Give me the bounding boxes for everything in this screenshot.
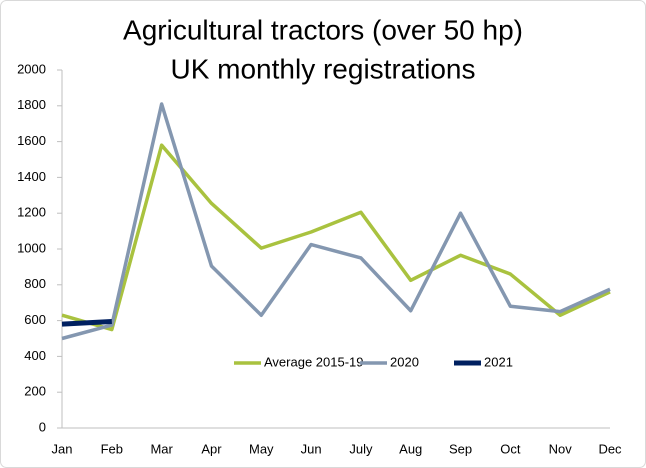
- chart-title: Agricultural tractors (over 50 hp): [123, 14, 523, 45]
- x-tick-label: Mar: [150, 441, 173, 456]
- x-tick-label: Sep: [449, 441, 472, 456]
- legend-label: 2021: [484, 354, 513, 369]
- x-tick-label: Aug: [399, 441, 422, 456]
- y-tick-label: 0: [39, 419, 46, 434]
- legend-label: Average 2015-19: [264, 354, 364, 369]
- x-tick-label: Apr: [201, 441, 222, 456]
- legend-label: 2020: [390, 354, 419, 369]
- y-tick-label: 600: [24, 312, 46, 327]
- series-line: [61, 102, 611, 341]
- y-tick-label: 1800: [17, 97, 46, 112]
- x-tick-label: Nov: [549, 441, 573, 456]
- y-tick-label: 1000: [17, 240, 46, 255]
- y-tick-label: 400: [24, 348, 46, 363]
- y-tick-label: 2000: [17, 61, 46, 76]
- x-tick-label: Feb: [101, 441, 123, 456]
- x-tick-label: Oct: [500, 441, 521, 456]
- y-tick-label: 1400: [17, 169, 46, 184]
- x-tick-label: Dec: [598, 441, 622, 456]
- y-tick-label: 1600: [17, 133, 46, 148]
- x-tick-label: Jan: [52, 441, 73, 456]
- series-line: [61, 318, 112, 327]
- chart-subtitle: UK monthly registrations: [170, 53, 475, 84]
- x-tick-label: Jun: [301, 441, 322, 456]
- y-tick-label: 800: [24, 276, 46, 291]
- series-line: [61, 143, 611, 332]
- x-tick-label: July: [349, 441, 373, 456]
- y-tick-label: 1200: [17, 205, 46, 220]
- x-tick-label: May: [249, 441, 274, 456]
- y-tick-label: 200: [24, 384, 46, 399]
